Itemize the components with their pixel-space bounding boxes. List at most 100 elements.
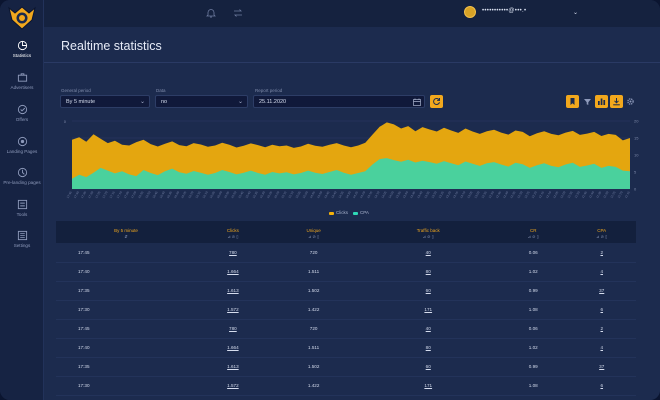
column-header[interactable]: Traffic back ⊿ ⊘ ▯ — [357, 221, 499, 243]
settings-button[interactable] — [625, 95, 636, 108]
cell-link[interactable]: 780 — [229, 326, 237, 331]
cell-link[interactable]: 6 — [600, 383, 604, 388]
filter-button[interactable] — [582, 95, 593, 108]
data-value: no — [161, 99, 168, 105]
cell-link[interactable]: 1.613 — [227, 288, 239, 293]
x-axis-tick-label: 13:30 — [430, 190, 437, 199]
cell-link[interactable]: 780 — [229, 249, 237, 255]
sidebar-item-advertisers[interactable]: Advertisers — [0, 72, 44, 90]
data-select[interactable]: no ⌄ — [155, 95, 248, 108]
cell-link[interactable]: 40 — [425, 249, 431, 255]
sidebar-item-landing-pages[interactable]: Landing Pages — [0, 136, 44, 154]
table-row: 17:40 1.664 1.511 80 1.02 4 — [56, 338, 636, 358]
cell-link[interactable]: 1.572 — [227, 307, 239, 312]
column-header[interactable]: Unique ⊿ ⊘ ▯ — [270, 221, 358, 243]
cell-link[interactable]: 171 — [424, 383, 433, 388]
sidebar-item-statistics[interactable]: Statistics — [0, 40, 44, 58]
cell-link[interactable]: 40 — [425, 326, 431, 331]
column-header[interactable]: CR ⊿ ⊘ ▯ — [499, 221, 567, 243]
cell-link[interactable]: 2 — [600, 326, 604, 331]
sidebar-item-tools[interactable]: Tools — [0, 199, 44, 217]
sort-icons[interactable]: ⊿ ⊘ ▯ — [527, 233, 539, 239]
table-cell: 1.502 — [269, 357, 358, 377]
cell-link[interactable]: 60 — [425, 288, 431, 293]
cell-link[interactable]: 37 — [599, 364, 605, 369]
x-axis-tick-label: 13:45 — [409, 190, 416, 199]
swap-icon[interactable] — [233, 8, 243, 18]
x-axis-tick-label: 11:20 — [617, 190, 624, 199]
x-axis-tick-label: 13:50 — [402, 190, 409, 199]
general-period-label: General period — [61, 88, 91, 93]
cell-link[interactable]: 1.664 — [227, 345, 239, 350]
report-period-value: 25.11.2020 — [259, 99, 287, 105]
bell-icon[interactable] — [206, 8, 216, 18]
table-cell: 4 — [567, 338, 636, 358]
x-axis-tick-label: 12:40 — [502, 190, 509, 199]
x-axis-tick-label: 14:20 — [359, 190, 366, 199]
column-header[interactable]: CPA ⊿ ⊘ ▯ — [567, 221, 636, 243]
y-axis-tick-label: 15 — [634, 136, 639, 141]
sidebar-item-pre-landing-pages[interactable]: Pre-landing pages — [0, 167, 44, 185]
table-cell: 1.08 — [498, 376, 568, 396]
table-cell: 1.613 — [196, 357, 270, 377]
table-cell: 2 — [567, 319, 636, 339]
cell-link[interactable]: 4 — [600, 345, 604, 350]
bookmark-icon — [570, 98, 575, 105]
stats-table: By 5 minute ⇵ Clicks ⊿ ⊘ ▯ Unique ⊿ ⊘ ▯ Tra… — [56, 221, 636, 400]
table-cell: 780 — [196, 243, 270, 263]
cell-link[interactable]: 1.572 — [227, 383, 239, 388]
download-button[interactable] — [610, 95, 623, 108]
cell-time: 17:35 — [56, 281, 196, 301]
cell-link[interactable]: 80 — [425, 269, 431, 274]
sort-icons[interactable]: ⊿ ⊘ ▯ — [422, 233, 434, 239]
cell-link[interactable]: 1.613 — [227, 364, 239, 369]
x-axis-tick-label: 11:50 — [574, 190, 581, 199]
column-header[interactable]: By 5 minute ⇵ — [56, 221, 196, 243]
cell-link[interactable]: 1.664 — [227, 269, 239, 274]
column-header[interactable]: Clicks ⊿ ⊘ ▯ — [196, 221, 270, 243]
sort-icons[interactable]: ⊿ ⊘ ▯ — [596, 233, 608, 239]
x-axis-tick-label: 15:50 — [230, 190, 237, 199]
x-axis-tick-label: 16:45 — [151, 190, 158, 199]
tools-icon — [17, 199, 27, 210]
table-cell: 1.422 — [269, 300, 358, 320]
cell-link[interactable]: 60 — [425, 364, 431, 369]
logo[interactable] — [6, 5, 38, 31]
table-cell: 1.613 — [196, 281, 270, 301]
sidebar-item-label: Advertisers — [10, 85, 34, 90]
cell-link[interactable]: 4 — [600, 269, 604, 274]
table-row: 17:35 1.613 1.502 60 0.99 37 — [56, 281, 636, 301]
sort-icons[interactable]: ⊿ ⊘ ▯ — [227, 233, 239, 239]
sort-icons[interactable]: ⇵ — [124, 233, 128, 239]
x-axis-tick-label: 11:25 — [609, 190, 616, 199]
table-cell: 37 — [567, 357, 636, 377]
cell-link[interactable]: 2 — [600, 249, 604, 255]
refresh-button[interactable] — [430, 95, 443, 108]
bookmark-button[interactable] — [566, 95, 579, 108]
column-header-label: CR — [529, 227, 537, 233]
cell-link[interactable]: 37 — [599, 288, 605, 293]
general-period-select[interactable]: By 5 minute ⌄ — [60, 95, 150, 108]
x-axis-tick-label: 11:30 — [602, 190, 609, 199]
calendar-icon[interactable] — [413, 98, 421, 106]
chevron-down-icon: ⌄ — [237, 99, 243, 105]
table-cell: 0.99 — [498, 357, 568, 377]
x-axis-tick-label: 14:50 — [316, 190, 323, 199]
refresh-icon — [433, 98, 440, 105]
legend-cpa[interactable]: CPA — [360, 210, 369, 215]
cell-link[interactable]: 80 — [425, 345, 431, 350]
table-cell: 1.502 — [269, 281, 358, 301]
sidebar-item-settings[interactable]: Settings — [0, 230, 44, 248]
report-period-input[interactable]: 25.11.2020 — [253, 95, 425, 108]
cell-link[interactable]: 171 — [424, 307, 433, 312]
chevron-down-icon[interactable]: ⌄ — [573, 10, 579, 16]
legend-clicks[interactable]: Clicks — [336, 210, 348, 215]
chart-toggle-button[interactable] — [595, 95, 608, 108]
x-axis-tick-label: 11:35 — [595, 190, 602, 199]
avatar[interactable] — [464, 6, 476, 18]
cell-time: 17:30 — [56, 300, 196, 320]
user-email[interactable]: •••••••••••@•••.• — [482, 8, 527, 14]
sort-icons[interactable]: ⊿ ⊘ ▯ — [308, 233, 320, 239]
sidebar-item-offers[interactable]: Offers — [0, 104, 44, 122]
cell-link[interactable]: 6 — [600, 307, 604, 312]
